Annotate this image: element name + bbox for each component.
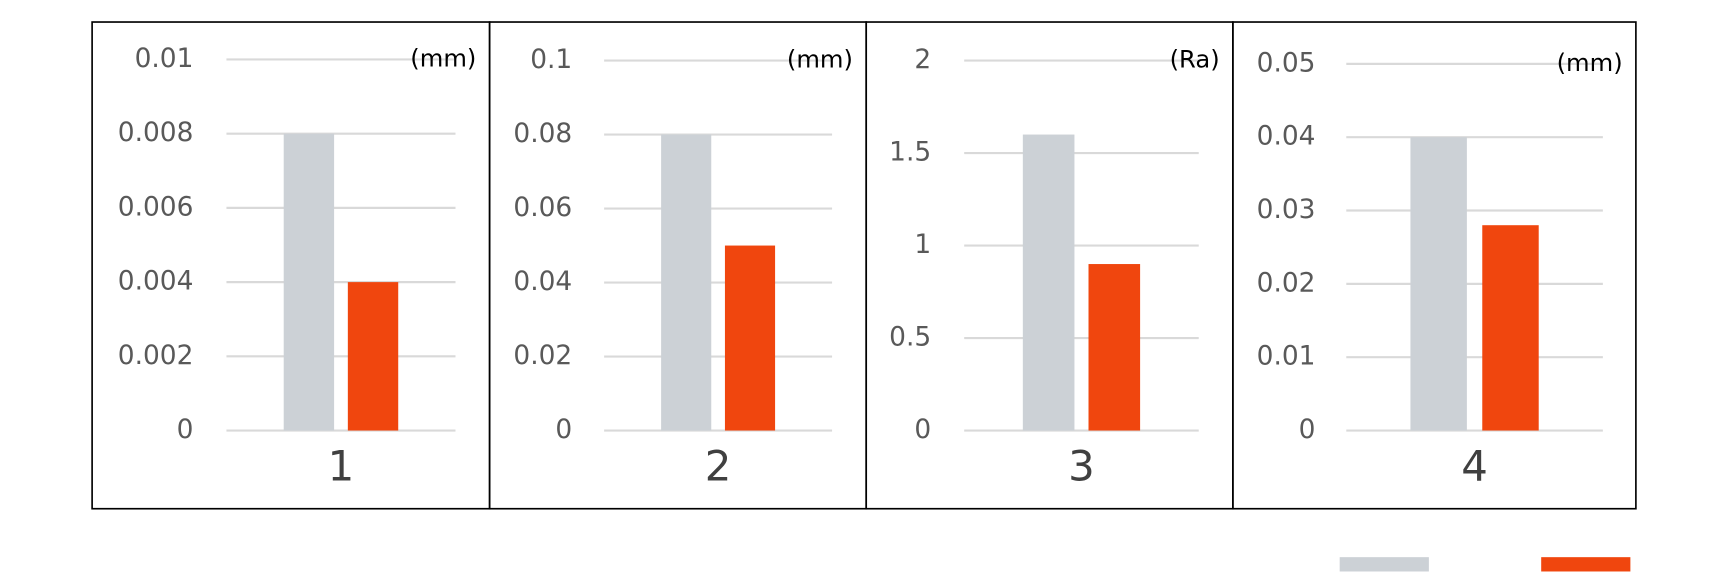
bar (1022, 134, 1075, 431)
y-tick-label: 0.002 (118, 340, 194, 371)
y-tick-label: 2 (914, 44, 931, 75)
y-tick-label: 0.02 (513, 340, 572, 371)
legend-swatch (1339, 557, 1429, 572)
y-tick-label: 0.006 (118, 191, 194, 222)
bar (724, 245, 776, 431)
y-tick-label: 0.05 (1257, 47, 1316, 78)
y-tick-label: 0 (555, 414, 572, 445)
y-tick-label: 0.02 (1257, 267, 1316, 298)
y-tick-label: 0.004 (118, 266, 194, 297)
y-tick-label: 0.5 (889, 322, 931, 353)
y-tick-label: 0.1 (530, 44, 572, 75)
y-tick-label: 1.5 (889, 137, 931, 168)
y-tick-label: 0.04 (513, 266, 572, 297)
panel-frame (1232, 21, 1637, 510)
y-tick-label: 1 (914, 229, 931, 260)
x-tick-label: 4 (1461, 442, 1488, 491)
x-tick-label: 3 (1068, 442, 1095, 491)
bar (283, 133, 335, 431)
y-tick-label: 0.01 (135, 43, 194, 74)
y-tick-label: 0.06 (513, 192, 572, 223)
bar (661, 134, 712, 431)
unit-label: (mm) (410, 44, 476, 72)
y-tick-label: 0.03 (1257, 194, 1316, 225)
unit-label: (mm) (1557, 49, 1623, 77)
bar (347, 282, 399, 431)
x-tick-label: 2 (705, 442, 732, 491)
x-tick-label: 1 (328, 442, 355, 491)
y-tick-label: 0.008 (118, 117, 194, 148)
bar (1088, 264, 1141, 431)
bar (1410, 137, 1467, 431)
legend-swatch (1541, 557, 1631, 572)
y-tick-label: 0.01 (1257, 341, 1316, 372)
unit-label: (Ra) (1170, 46, 1220, 74)
y-tick-label: 0 (914, 414, 931, 445)
y-tick-label: 0 (1299, 414, 1316, 445)
bar (1482, 225, 1539, 431)
y-tick-label: 0.04 (1257, 121, 1316, 152)
unit-label: (mm) (787, 46, 853, 74)
y-tick-label: 0 (177, 414, 194, 445)
y-tick-label: 0.08 (513, 118, 572, 149)
